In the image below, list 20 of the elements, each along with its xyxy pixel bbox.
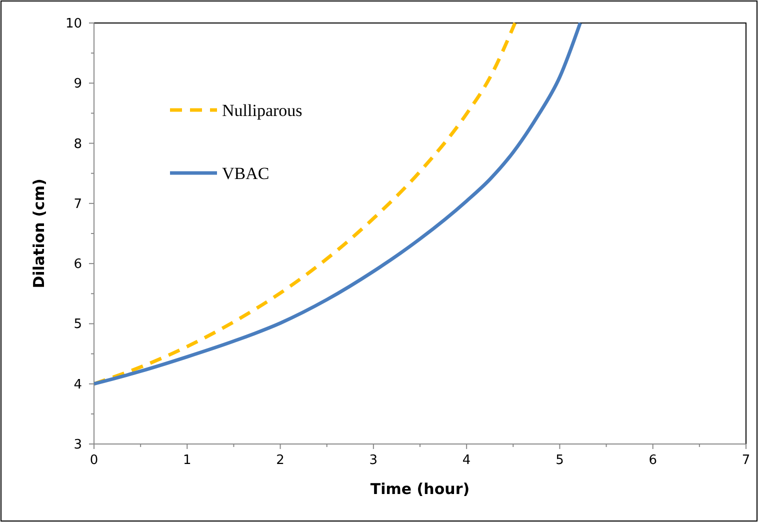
y-tick-label: 4 xyxy=(74,377,82,392)
legend-label: Nulliparous xyxy=(222,101,302,120)
y-tick-label: 5 xyxy=(74,317,82,332)
x-tick-label: 3 xyxy=(369,453,378,468)
y-tick-label: 10 xyxy=(65,16,82,32)
y-tick-label: 8 xyxy=(74,136,82,152)
x-tick-label: 6 xyxy=(648,453,657,468)
x-tick-label: 5 xyxy=(556,453,564,468)
y-tick-label: 6 xyxy=(74,257,82,272)
y-tick-label: 9 xyxy=(74,76,82,92)
x-tick-label: 4 xyxy=(462,453,471,468)
x-tick-label: 0 xyxy=(90,453,98,468)
x-tick-label: 1 xyxy=(183,453,192,468)
y-axis-title: Dilation (cm) xyxy=(30,178,48,288)
x-axis-title: Time (hour) xyxy=(370,480,470,498)
legend-label: VBAC xyxy=(222,164,270,183)
y-tick-label: 3 xyxy=(74,438,82,452)
x-tick-label: 7 xyxy=(742,453,750,468)
y-tick-label: 7 xyxy=(74,196,82,212)
x-tick-label: 2 xyxy=(276,453,284,468)
